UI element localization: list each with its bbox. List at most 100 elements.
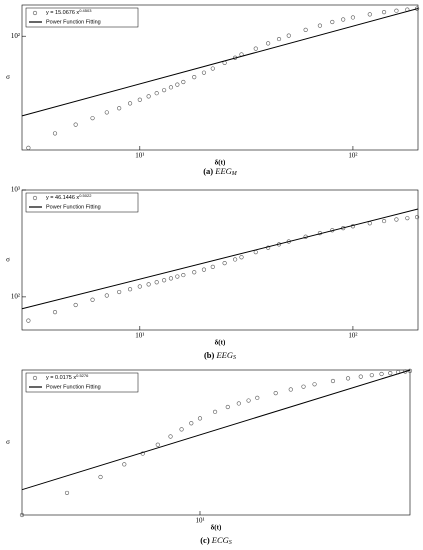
y-axis-label: σ (6, 73, 10, 81)
data-point (117, 289, 122, 295)
legend-marker (32, 10, 38, 16)
data-point (154, 91, 159, 96)
data-point (181, 272, 186, 278)
data-point (154, 280, 159, 285)
data-point (358, 374, 363, 379)
data-point (192, 75, 197, 80)
data-point (369, 373, 374, 378)
data-point (181, 79, 186, 85)
data-point (253, 250, 258, 255)
data-point (288, 387, 293, 392)
legend-box (25, 372, 139, 393)
data-point (266, 245, 271, 250)
data-point (405, 216, 410, 221)
caption: (c) ECGS (200, 535, 232, 546)
data-point (330, 19, 335, 25)
data-point (189, 421, 194, 426)
legend-equation: y = 15.0676 x (46, 10, 79, 16)
data-point (394, 8, 399, 13)
data-point (26, 145, 31, 150)
caption-sub: M (231, 171, 238, 177)
plot-frame (21, 4, 419, 151)
legend-exponent: 0.5276 (76, 373, 89, 378)
legend-exponent: 0.4503 (79, 8, 92, 13)
data-point (64, 490, 70, 496)
data-point (168, 276, 174, 281)
legend-label: y = 0.0175 x0.5276 (46, 373, 89, 381)
data-point (161, 88, 167, 93)
legend-marker (32, 375, 38, 381)
y-tick-label: 10² (11, 32, 20, 40)
x-axis-label: δ(t) (215, 339, 226, 347)
data-point (276, 36, 282, 42)
caption-text: EEG (214, 166, 232, 176)
x-tick-label: 10² (348, 332, 357, 340)
caption: (b) EEGS (204, 350, 236, 361)
data-point (233, 257, 238, 262)
data-point (104, 293, 109, 298)
data-point (330, 378, 336, 384)
data-point (146, 282, 151, 287)
data-point (350, 15, 356, 20)
legend-box (25, 192, 139, 213)
data-point (201, 267, 207, 272)
caption: (a) EEGM (203, 166, 238, 177)
data-point (98, 474, 103, 480)
data-point (266, 41, 271, 46)
x-axis-label: δ(t) (211, 524, 222, 532)
legend-equation: y = 46.1446 x (46, 195, 79, 201)
data-point (122, 462, 127, 467)
caption-sub: S (229, 540, 232, 546)
data-point (301, 384, 306, 389)
data-point (246, 398, 251, 403)
data-point (168, 434, 173, 439)
data-point (388, 370, 393, 376)
caption-label: (a) (203, 166, 213, 176)
data-point (394, 217, 399, 222)
data-point (104, 110, 109, 115)
data-point (345, 376, 351, 381)
data-point (210, 264, 215, 269)
data-point (414, 6, 420, 11)
legend-label: Power Function Fitting (46, 19, 101, 25)
data-point (90, 116, 95, 121)
data-point (155, 442, 160, 447)
data-point (312, 382, 317, 387)
plot-frame (21, 369, 411, 516)
data-point (73, 302, 78, 308)
data-point (52, 131, 58, 136)
data-point (341, 17, 346, 22)
data-point (367, 221, 372, 226)
legend-exponent: 0.5022 (79, 193, 92, 198)
data-point (175, 274, 180, 279)
fit-line (21, 8, 419, 117)
data-point (273, 391, 278, 396)
data-point (52, 310, 58, 315)
data-point (161, 278, 167, 283)
data-point (414, 214, 420, 220)
data-point (381, 218, 387, 224)
data-point (137, 284, 142, 289)
x-tick-label: 10¹ (195, 517, 204, 525)
data-point (303, 27, 308, 32)
caption-label: (b) (204, 350, 215, 360)
data-point (197, 416, 203, 421)
legend-label: Power Function Fitting (46, 204, 101, 210)
data-point (179, 427, 184, 432)
data-point (201, 70, 207, 75)
legend-equation: y = 0.0175 x (46, 375, 76, 381)
data-point (317, 23, 323, 28)
caption-text: EEG (215, 350, 233, 360)
caption-sub: S (233, 355, 236, 361)
legend-label: Power Function Fitting (46, 384, 101, 390)
data-point (168, 85, 174, 90)
plot-frame (21, 189, 419, 331)
data-point (210, 66, 215, 71)
y-axis-label: σ (6, 256, 10, 264)
data-point (175, 82, 180, 87)
data-point (236, 401, 241, 406)
